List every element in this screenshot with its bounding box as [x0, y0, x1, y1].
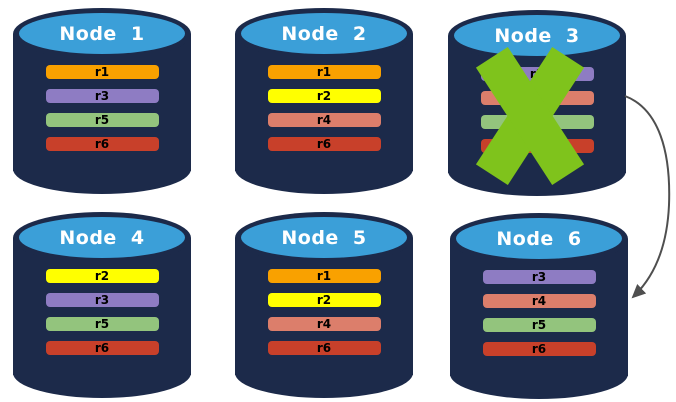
replica-bar: r1 [45, 65, 159, 79]
replica-label: r5 [94, 317, 110, 331]
cylinder-top: Node 4 [13, 212, 191, 264]
replica-list: r1 r3 r5 r6 [13, 65, 191, 161]
replica-bar: r3 [45, 293, 159, 307]
node-title: Node 3 [494, 24, 580, 47]
node-1-cylinder: Node 1 r1 r3 r5 r6 [13, 8, 191, 194]
replica-label: r5 [531, 318, 547, 332]
node-4-cylinder: Node 4 r2 r3 r5 r6 [13, 212, 191, 398]
cylinder-top: Node 5 [235, 212, 413, 264]
node-6-cylinder: Node 6 r3 r4 r5 r6 [450, 213, 628, 399]
replica-label: r2 [316, 293, 332, 307]
replica-label: r4 [316, 317, 332, 331]
replica-label: r1 [316, 65, 332, 79]
replica-bar: r1 [267, 269, 381, 283]
replica-list: r3 r4 r5 r6 [450, 270, 628, 366]
replica-bar: r6 [482, 342, 596, 356]
node-title: Node 2 [281, 22, 367, 45]
node-title: Node 1 [59, 22, 145, 45]
replica-bar: r6 [267, 341, 381, 355]
replica-label: r6 [94, 137, 110, 151]
node-2-cylinder: Node 2 r1 r2 r4 r6 [235, 8, 413, 194]
cylinder-cap: Node 4 [19, 217, 185, 258]
replica-bar: r4 [482, 294, 596, 308]
cylinder-cap: Node 5 [241, 217, 407, 258]
node-3-cylinder: Node 3 r3 [448, 10, 626, 196]
replica-bar: r6 [45, 137, 159, 151]
replica-label: r3 [94, 89, 110, 103]
replica-label: r3 [94, 293, 110, 307]
replica-bar: r2 [267, 89, 381, 103]
replica-bar: r2 [45, 269, 159, 283]
replica-bar: r3 [45, 89, 159, 103]
replica-label: r1 [94, 65, 110, 79]
replica-list: r1 r2 r4 r6 [235, 269, 413, 365]
replica-bar: r6 [45, 341, 159, 355]
replica-bar: r5 [45, 113, 159, 127]
replica-label: r6 [94, 341, 110, 355]
cylinder-cap: Node 6 [456, 218, 622, 259]
replica-list: r2 r3 r5 r6 [13, 269, 191, 365]
cylinder-cap: Node 2 [241, 13, 407, 54]
replica-label: r1 [316, 269, 332, 283]
replica-label: r2 [316, 89, 332, 103]
replica-bar: r4 [267, 317, 381, 331]
replica-label: r4 [316, 113, 332, 127]
replica-bar: r5 [482, 318, 596, 332]
replica-list: r1 r2 r4 r6 [235, 65, 413, 161]
replica-label: r4 [531, 294, 547, 308]
cylinder-top: Node 2 [235, 8, 413, 60]
replica-label: r6 [531, 342, 547, 356]
cylinder-cap: Node 1 [19, 13, 185, 54]
node-title: Node 6 [496, 227, 582, 250]
replica-label: r5 [94, 113, 110, 127]
replica-bar: r3 [482, 270, 596, 284]
replica-label: r6 [316, 137, 332, 151]
replica-label: r2 [94, 269, 110, 283]
node-title: Node 4 [59, 226, 145, 249]
replica-label: r6 [316, 341, 332, 355]
replica-bar: r6 [267, 137, 381, 151]
replica-label: r3 [531, 270, 547, 284]
cylinder-top: Node 1 [13, 8, 191, 60]
node-5-cylinder: Node 5 r1 r2 r4 r6 [235, 212, 413, 398]
cylinder-top: Node 6 [450, 213, 628, 265]
replica-bar: r4 [267, 113, 381, 127]
replica-bar: r5 [45, 317, 159, 331]
replica-bar: r2 [267, 293, 381, 307]
cylinder-cap: Node 3 [454, 15, 620, 56]
replica-bar: r1 [267, 65, 381, 79]
node-title: Node 5 [281, 226, 367, 249]
cylinder-top: Node 3 [448, 10, 626, 62]
